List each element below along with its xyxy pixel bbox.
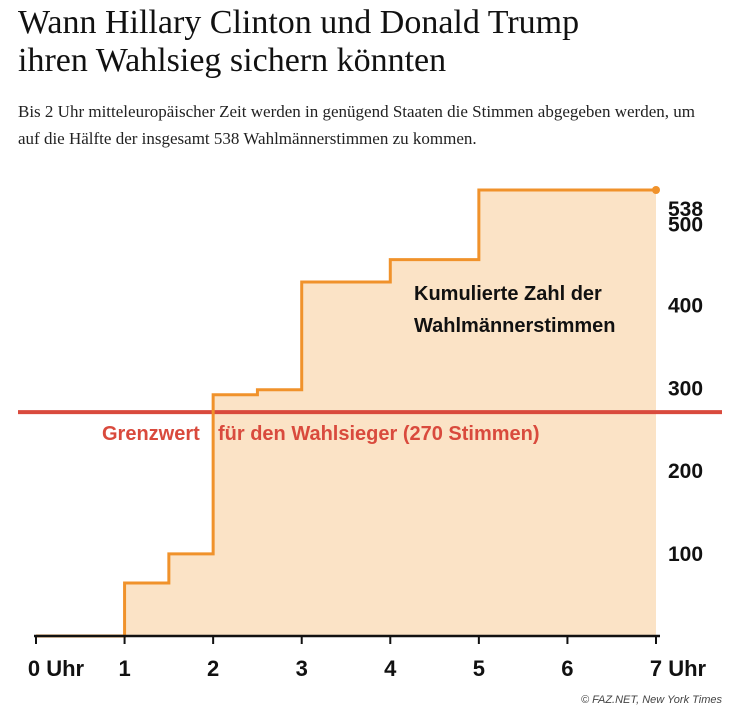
x-tick-label-4: 4 xyxy=(384,656,397,681)
y-tick-label-400: 400 xyxy=(668,294,703,317)
y-tick-label-300: 300 xyxy=(668,377,703,400)
label-layer: Kumulierte Zahl der Wahlmännerstimmen Gren… xyxy=(102,283,616,445)
headline-line-1: Wann Hillary Clinton und Donald Trump xyxy=(18,4,580,41)
series-label-line-1: Kumulierte Zahl der xyxy=(414,283,602,305)
x-tick-label-5: 5 xyxy=(473,656,485,681)
article-deck: Bis 2 Uhr mitteleuropäischer Zeit werden… xyxy=(18,102,695,148)
x-tick-label-0: 0 Uhr xyxy=(28,656,85,681)
x-tick-label-6: 6 xyxy=(561,656,573,681)
threshold-label-part-2: für den Wahlsieger (270 Stimmen) xyxy=(218,423,540,445)
x-tick-label-3: 3 xyxy=(296,656,308,681)
y-tick-label-500: 500 xyxy=(668,214,703,237)
y-tick-label-200: 200 xyxy=(668,460,703,483)
x-tick-label-2: 2 xyxy=(207,656,219,681)
series-label-line-2: Wahlmännerstimmen xyxy=(414,315,616,337)
threshold-label-part-1: Grenzwert xyxy=(102,423,200,445)
x-tick-label-7: 7 Uhr xyxy=(650,656,707,681)
y-tick-label-538: 538 xyxy=(668,198,703,221)
source-credit: © FAZ.NET, New York Times xyxy=(580,694,722,706)
headline-line-2: ihren Wahlsieg sichern könnten xyxy=(18,42,447,79)
cumulative-step-line xyxy=(36,188,656,638)
headline: Wann Hillary Clinton und Donald Trump ih… xyxy=(18,4,718,80)
y-tick-label-100: 100 xyxy=(668,543,703,566)
line-layer xyxy=(35,186,660,638)
x-tick-label-1: 1 xyxy=(118,656,130,681)
